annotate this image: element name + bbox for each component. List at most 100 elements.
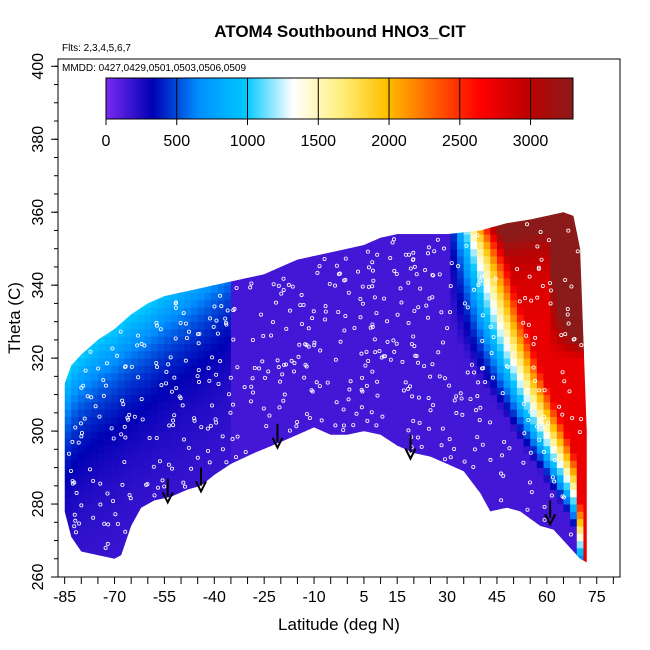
heatmap-cell (377, 474, 385, 483)
heatmap-cell (496, 533, 505, 542)
heatmap-cell (437, 474, 445, 483)
heatmap-cell (331, 562, 338, 570)
heatmap-cell (503, 358, 511, 366)
heatmap-cell (337, 547, 345, 556)
colorbar-tick-label: 2500 (442, 133, 478, 150)
heatmap-cell (397, 401, 405, 410)
heatmap-cell (64, 467, 72, 476)
heatmap-cell (77, 226, 86, 235)
heatmap-cell (576, 372, 584, 381)
heatmap-cell (310, 445, 318, 454)
data-point (154, 320, 159, 325)
heatmap-cell (397, 467, 405, 476)
heatmap-cell (184, 358, 192, 366)
heatmap-cell (91, 299, 99, 308)
heatmap-cell (330, 438, 338, 447)
heatmap-cell (343, 299, 352, 308)
heatmap-cell (490, 358, 498, 366)
heatmap-cell (510, 212, 518, 213)
heatmap-cell (77, 409, 86, 417)
heatmap-cell (496, 299, 505, 308)
heatmap-cell (184, 409, 192, 417)
data-point (499, 324, 504, 329)
data-point (579, 343, 584, 348)
heatmap-cell (350, 489, 358, 498)
heatmap-cell (77, 328, 86, 337)
heatmap-cell (324, 431, 332, 439)
heatmap-cell (543, 248, 551, 257)
heatmap-cell (470, 212, 478, 221)
heatmap-cell (403, 401, 411, 410)
heatmap-cell (370, 358, 378, 366)
heatmap-cell (171, 482, 179, 490)
heatmap-cell (570, 212, 578, 221)
heatmap-cell (137, 350, 145, 359)
heatmap-cell (184, 511, 192, 520)
heatmap-cell (97, 299, 106, 308)
heatmap-cell (350, 496, 358, 505)
heatmap-cell (77, 307, 86, 315)
heatmap-cell (77, 263, 86, 272)
heatmap-cell (284, 277, 292, 286)
heatmap-cell (337, 482, 345, 490)
heatmap-cell (244, 358, 252, 366)
y-tick-label: 300 (30, 418, 47, 445)
heatmap-cell (304, 226, 312, 235)
heatmap-cell (270, 452, 278, 461)
heatmap-cell (523, 270, 531, 279)
heatmap-cell (177, 350, 185, 359)
data-point (325, 380, 330, 385)
heatmap-cell (490, 409, 498, 417)
heatmap-cell (224, 328, 232, 337)
heatmap-cell (210, 394, 219, 403)
data-point (391, 338, 396, 343)
heatmap-cell (144, 416, 152, 425)
heatmap-cell (470, 234, 478, 242)
heatmap-cell (403, 307, 411, 315)
heatmap-cell (483, 226, 491, 235)
heatmap-cell (97, 343, 106, 352)
heatmap-cell (403, 525, 411, 534)
heatmap-cell (483, 255, 491, 264)
heatmap-cell (137, 438, 145, 447)
heatmap-cell (397, 533, 405, 542)
heatmap-cell (563, 445, 571, 454)
heatmap-cell (310, 219, 318, 228)
heatmap-cell (244, 226, 252, 235)
heatmap-cell (530, 416, 538, 425)
heatmap-cell (224, 562, 231, 570)
heatmap-cell (536, 540, 545, 549)
heatmap-cell (357, 445, 365, 454)
heatmap-cell (91, 525, 99, 534)
heatmap-cell (124, 285, 132, 293)
data-point (577, 430, 582, 435)
heatmap-cell (397, 226, 405, 235)
heatmap-cell (377, 321, 385, 330)
heatmap-cell (523, 307, 531, 315)
heatmap-cell (410, 482, 418, 490)
heatmap-cell (77, 525, 86, 534)
heatmap-cell (377, 518, 385, 527)
heatmap-cell (164, 328, 172, 337)
heatmap-cell (377, 467, 385, 476)
heatmap-cell (290, 504, 298, 512)
heatmap-cell (257, 212, 265, 213)
data-point (442, 457, 447, 462)
heatmap-cell (237, 518, 245, 527)
data-point (205, 426, 210, 431)
heatmap-cell (237, 423, 245, 432)
heatmap-cell (550, 255, 558, 264)
heatmap-cell (457, 307, 465, 315)
heatmap-cell (124, 365, 132, 374)
heatmap-cell (570, 518, 578, 527)
heatmap-cell (111, 226, 119, 235)
heatmap-cell (210, 555, 219, 563)
heatmap-cell (230, 212, 239, 221)
heatmap-cell (324, 241, 332, 250)
heatmap-cell (97, 387, 106, 396)
heatmap-cell (370, 533, 378, 542)
heatmap-cell (84, 321, 92, 330)
heatmap-cell (337, 234, 345, 242)
heatmap-cell (111, 314, 119, 323)
heatmap-cell (503, 328, 511, 337)
